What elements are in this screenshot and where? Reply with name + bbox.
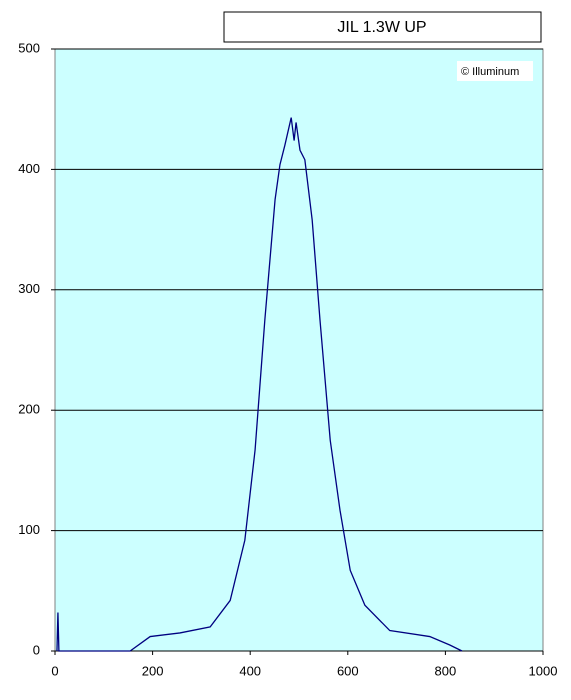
x-tick-label: 200 (142, 663, 164, 678)
y-tick-label: 500 (18, 40, 40, 55)
x-tick-label: 1000 (529, 663, 558, 678)
spectrum-line (56, 117, 463, 652)
watermark-box (457, 61, 533, 81)
x-tick-label: 600 (337, 663, 359, 678)
y-tick-label: 300 (18, 281, 40, 296)
x-tick-label: 800 (435, 663, 457, 678)
title-box (223, 11, 542, 43)
y-tick-label: 100 (18, 522, 40, 537)
plot-area (54, 48, 544, 652)
y-tick-label: 400 (18, 161, 40, 176)
x-tick-label: 0 (51, 663, 58, 678)
y-tick-label: 200 (18, 402, 40, 417)
chart-title: JIL 1.3W UP (337, 19, 426, 36)
y-tick-label: 0 (33, 642, 40, 657)
watermark: © Illuminum (461, 66, 519, 78)
x-tick-label: 400 (239, 663, 261, 678)
